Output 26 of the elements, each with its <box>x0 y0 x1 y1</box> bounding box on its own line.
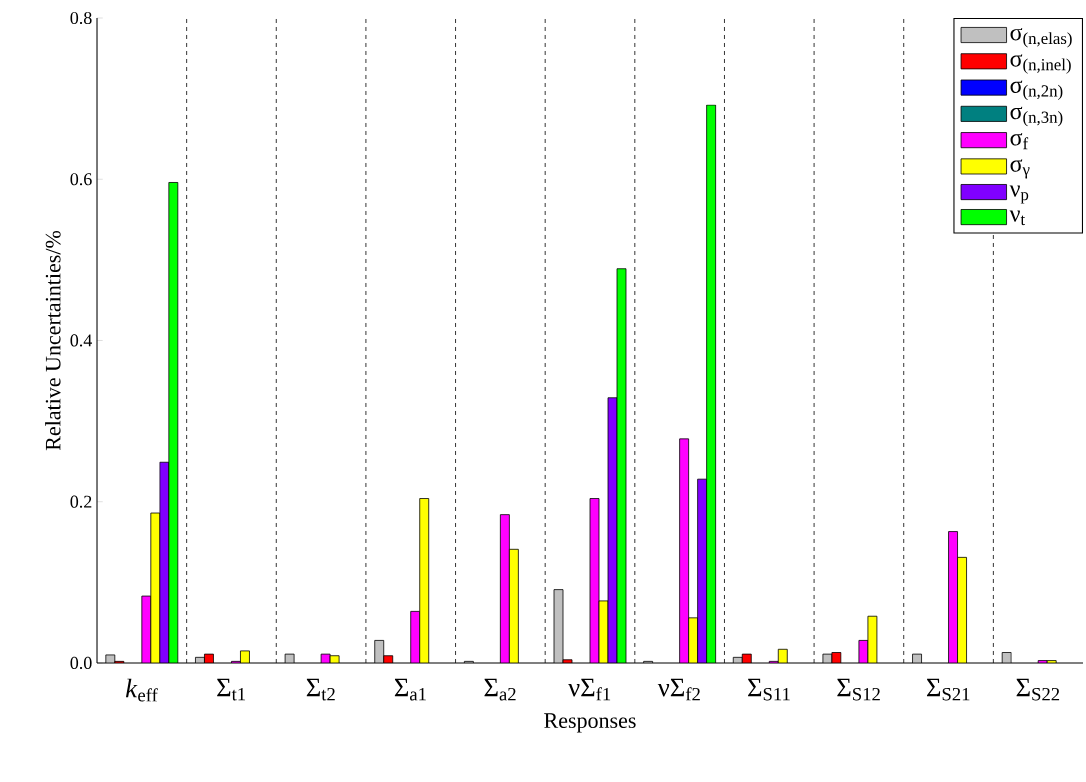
y-axis-title: Relative Uncertainties/% <box>45 230 61 451</box>
x-tick-label: Σ$_{t1}$ <box>217 678 246 701</box>
legend-label: σ$_{(n,inel)}$ <box>1010 54 1071 74</box>
x-axis-title: Responses <box>544 713 636 733</box>
x-tick-label: Σ$_{S12}$ <box>837 678 880 701</box>
x-tick-label: Σ$_{S21}$ <box>926 678 970 701</box>
x-tick-label: Σ$_{a1}$ <box>394 678 426 701</box>
y-tick-label: 0.8 <box>70 11 92 25</box>
legend-label: σ$_{(n,3n)}$ <box>1010 106 1063 127</box>
x-tick-label: Σ$_{a2}$ <box>484 678 516 701</box>
y-tick-label: 0.4 <box>70 334 93 347</box>
x-tick-label: Σ$_{t2}$ <box>306 678 335 701</box>
y-tick-label: 0.6 <box>70 173 92 186</box>
legend-label: σ$_{(n,elas)}$ <box>1010 27 1072 48</box>
y-tick-label: 0.2 <box>70 495 92 508</box>
x-tick-label: Σ$_{S22}$ <box>1016 678 1060 701</box>
x-tick-label: νΣ$_{f1}$ <box>568 678 611 701</box>
y-tick-label: 0.0 <box>70 656 92 670</box>
legend-label: σ$_{(n,2n)}$ <box>1010 80 1063 101</box>
legend-label: σ$_{γ}$ <box>1010 159 1030 179</box>
legend-label: σ$_{f}$ <box>1010 133 1029 150</box>
legend-label: ν$_{p}$ <box>1009 185 1029 204</box>
x-tick-label: k$_{eff}$ <box>125 678 158 702</box>
x-tick-label: Σ$_{S11}$ <box>748 678 790 701</box>
x-tick-label: νΣ$_{f2}$ <box>657 678 700 701</box>
legend-label: ν$_{t}$ <box>1009 210 1026 226</box>
